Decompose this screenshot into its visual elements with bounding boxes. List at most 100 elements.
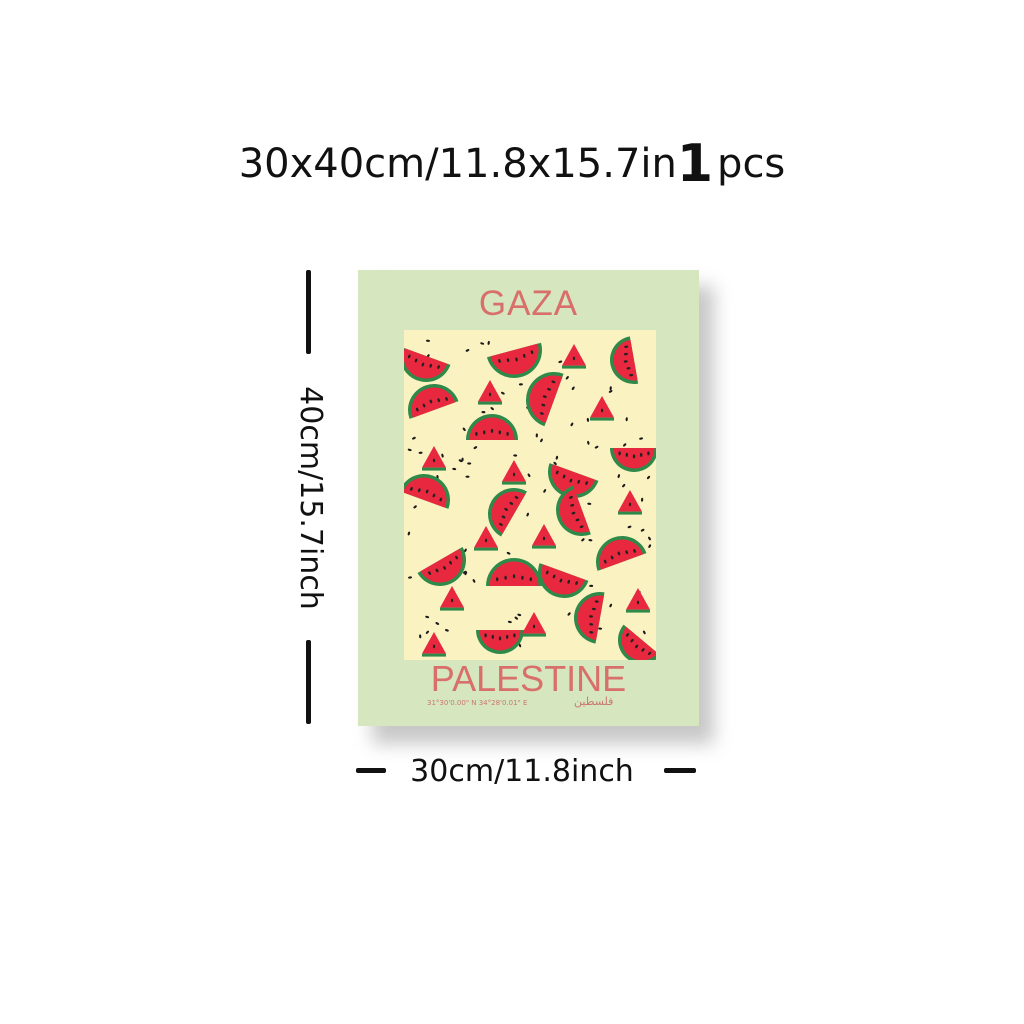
poster-title: GAZA bbox=[478, 284, 579, 323]
height-indicator-bottom-bar bbox=[306, 640, 311, 724]
seed-dot bbox=[518, 643, 522, 648]
seed-dot bbox=[513, 454, 518, 457]
seed-dot bbox=[463, 570, 467, 574]
seed-dot bbox=[467, 462, 472, 465]
quantity-unit: pcs bbox=[717, 141, 786, 187]
seed-dot bbox=[517, 613, 522, 617]
seed-dot bbox=[473, 446, 478, 450]
seed-dot bbox=[412, 436, 416, 440]
seed-dot bbox=[609, 386, 612, 391]
seed-dot bbox=[646, 475, 651, 480]
seed-dot bbox=[571, 386, 575, 391]
seed-dot bbox=[480, 342, 485, 345]
seed-dot bbox=[581, 538, 585, 542]
watermelon-slice bbox=[408, 384, 459, 419]
poster-image: GAZA PALESTINE 31°30'0.00" N 34°28'0.01"… bbox=[358, 270, 699, 726]
watermelon-slice bbox=[590, 396, 614, 421]
watermelon-slice bbox=[522, 612, 546, 637]
seed-dot bbox=[540, 438, 543, 443]
seed-dot bbox=[487, 340, 490, 345]
width-label: 30cm/11.8inch bbox=[410, 754, 634, 789]
watermelon-slice bbox=[404, 347, 451, 382]
seed-dot bbox=[640, 528, 645, 532]
seed-dot bbox=[452, 467, 457, 471]
product-size-headline: 30x40cm/11.8x15.7in1 pcs bbox=[0, 136, 1024, 192]
seed-dot bbox=[458, 459, 463, 463]
seed-dot bbox=[594, 445, 599, 449]
seed-dot bbox=[472, 579, 476, 583]
watermelon-slice bbox=[532, 524, 556, 549]
watermelon-slice bbox=[626, 588, 650, 613]
seed-dot bbox=[426, 339, 430, 342]
seed-dot bbox=[567, 612, 571, 616]
seed-dot bbox=[553, 461, 557, 466]
seed-dot bbox=[558, 360, 563, 364]
seed-dot bbox=[565, 376, 569, 380]
seed-dot bbox=[465, 349, 470, 352]
width-indicator-left-bar bbox=[356, 768, 386, 773]
seed-dot bbox=[506, 551, 511, 555]
seed-dot bbox=[609, 603, 613, 608]
seed-dot bbox=[639, 437, 644, 440]
watermelon-slice bbox=[502, 460, 526, 485]
height-indicator-top-bar bbox=[306, 270, 311, 354]
seed-dot bbox=[527, 473, 531, 478]
seed-dot bbox=[555, 455, 559, 460]
seed-dot bbox=[608, 390, 613, 393]
seed-dot bbox=[514, 616, 519, 620]
seed-dot bbox=[627, 525, 632, 529]
seed-dot bbox=[501, 391, 505, 395]
watermelon-slice bbox=[574, 592, 605, 644]
seed-dot bbox=[490, 407, 494, 411]
watermelon-slice bbox=[417, 547, 466, 586]
seed-dot bbox=[413, 505, 417, 509]
watermelon-slice bbox=[486, 342, 542, 378]
watermelon-slice bbox=[488, 488, 527, 537]
seed-dot bbox=[640, 497, 644, 502]
seed-dot bbox=[570, 422, 574, 427]
seed-dot bbox=[407, 531, 411, 536]
seed-dot bbox=[425, 615, 430, 619]
watermelon-slice bbox=[466, 414, 518, 440]
watermelon-slice bbox=[422, 446, 446, 471]
seed-dot bbox=[441, 453, 444, 458]
seed-dot bbox=[648, 536, 651, 541]
size-text: 30x40cm/11.8x15.7in bbox=[238, 141, 677, 187]
seed-dot bbox=[625, 417, 628, 422]
seed-dot bbox=[481, 410, 486, 414]
seed-dot bbox=[465, 475, 470, 478]
width-indicator-right-bar bbox=[664, 768, 696, 773]
height-label: 40cm/15.7inch bbox=[293, 386, 328, 610]
seed-dot bbox=[408, 576, 413, 579]
seed-dot bbox=[518, 383, 523, 386]
watermelon-slice bbox=[610, 336, 639, 384]
watermelon-slice bbox=[610, 448, 656, 472]
watermelon-slice bbox=[486, 558, 542, 586]
seed-dot bbox=[407, 448, 412, 452]
seed-dot bbox=[622, 483, 626, 488]
watermelon-pattern-graphic bbox=[404, 336, 656, 660]
watermelon-slice bbox=[422, 632, 446, 657]
seed-dot bbox=[598, 627, 603, 630]
watermelon-pattern bbox=[404, 330, 656, 660]
seed-dot bbox=[587, 502, 592, 505]
seed-dot bbox=[535, 433, 538, 438]
watermelon-slice bbox=[474, 526, 498, 551]
poster-arabic-text: فلسطين bbox=[574, 695, 614, 708]
seed-dot bbox=[642, 630, 646, 635]
quantity-number: 1 bbox=[676, 134, 714, 194]
seed-dot bbox=[444, 629, 449, 632]
poster-coordinates: 31°30'0.00" N 34°28'0.01" E bbox=[427, 699, 528, 707]
seed-dot bbox=[623, 443, 627, 447]
watermelon-slice bbox=[538, 563, 589, 598]
watermelon-slice bbox=[548, 463, 599, 498]
seed-dot bbox=[648, 544, 652, 548]
seed-dot bbox=[526, 512, 529, 517]
watermelon-slice bbox=[556, 485, 591, 536]
poster-caption: PALESTINE bbox=[430, 658, 627, 699]
seed-dot bbox=[462, 427, 466, 432]
seed-dot bbox=[543, 489, 547, 493]
watermelon-slice bbox=[618, 624, 656, 660]
watermelon-slice bbox=[526, 372, 564, 427]
seed-dot bbox=[418, 451, 423, 454]
